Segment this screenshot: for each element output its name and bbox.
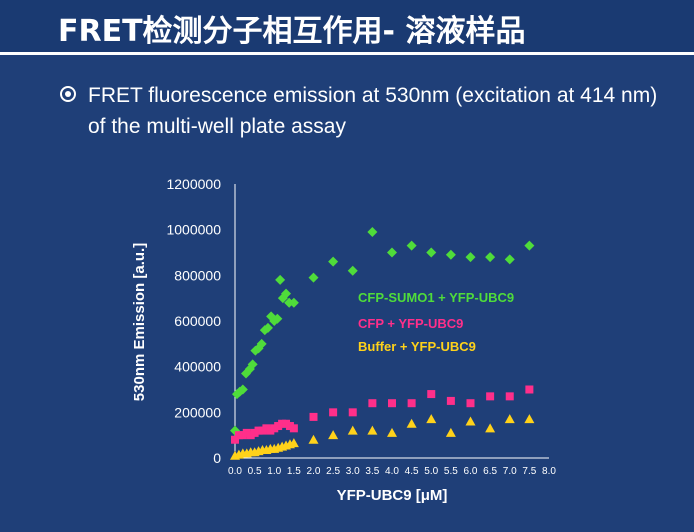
legend: CFP-SUMO1 + YFP-UBC9 CFP + YFP-UBC9 Buffer…	[358, 290, 514, 354]
y-tick-label: 0	[213, 450, 221, 466]
data-point	[426, 414, 437, 424]
data-point	[446, 396, 455, 405]
legend-entry: CFP + YFP-UBC9	[358, 316, 463, 331]
data-point	[524, 240, 535, 251]
legend-entry: CFP-SUMO1 + YFP-UBC9	[358, 290, 514, 305]
y-tick-labels: 0 200000 400000 600000 800000 1000000 1200000	[166, 176, 221, 466]
data-point	[445, 249, 456, 260]
data-point	[281, 288, 292, 299]
y-tick-label: 800000	[174, 267, 221, 283]
data-point	[388, 399, 396, 408]
data-point	[309, 412, 318, 421]
data-point	[505, 392, 514, 401]
data-point	[406, 240, 417, 251]
x-tick-label: 1.0	[267, 466, 281, 477]
data-point	[328, 256, 339, 267]
data-point	[485, 423, 496, 433]
y-tick-label: 1200000	[166, 176, 221, 192]
x-axis-label: YFP-UBC9 [μM]	[337, 487, 448, 504]
data-point	[524, 414, 535, 424]
data-point	[525, 385, 534, 394]
data-point	[237, 384, 248, 395]
data-point	[288, 297, 299, 308]
data-point	[485, 252, 496, 263]
data-point	[347, 425, 358, 435]
x-tick-label: 2.5	[326, 466, 340, 477]
data-point	[466, 399, 475, 408]
x-tick-label: 4.5	[405, 466, 419, 477]
data-point	[347, 265, 358, 276]
data-point	[275, 274, 286, 285]
x-tick-label: 6.0	[464, 466, 478, 477]
x-tick-label: 8.0	[542, 466, 556, 477]
data-point	[465, 416, 476, 426]
x-tick-label: 1.5	[287, 466, 301, 477]
x-tick-label: 3.5	[365, 466, 379, 477]
data-point	[348, 408, 357, 417]
data-point	[272, 313, 283, 324]
data-point	[308, 434, 319, 444]
data-point	[288, 438, 299, 448]
legend-entry: Buffer + YFP-UBC9	[358, 339, 476, 354]
title-bar: FRET检测分子相互作用- 溶液样品	[0, 0, 694, 55]
data-point	[329, 408, 338, 417]
data-point	[256, 338, 267, 349]
data-point	[328, 430, 339, 440]
y-tick-label: 1000000	[166, 222, 221, 238]
data-points	[230, 226, 535, 460]
x-tick-label: 5.0	[424, 466, 438, 477]
bullet-icon	[60, 86, 76, 102]
data-point	[247, 359, 258, 370]
data-point	[387, 247, 397, 258]
x-tick-label: 5.5	[444, 466, 458, 477]
y-tick-label: 400000	[174, 359, 221, 375]
data-point	[367, 226, 378, 237]
x-tick-label: 3.0	[346, 466, 360, 477]
slide-title: FRET检测分子相互作用- 溶液样品	[58, 14, 526, 49]
data-point	[308, 272, 319, 283]
x-tick-label: 7.0	[503, 466, 517, 477]
data-point	[504, 254, 515, 265]
x-tick-labels: 0.0 0.5 1.0 1.5 2.0 2.5 3.0 3.5 4.0 4.5 5.0 5.5 6.0 6…	[228, 466, 556, 477]
y-axis-label: 530nm Emission [a.u.]	[131, 243, 148, 401]
bullet-row: FRET fluorescence emission at 530nm (exc…	[60, 80, 680, 142]
x-tick-label: 7.5	[522, 466, 536, 477]
x-tick-label: 0.5	[248, 466, 262, 477]
data-point	[486, 392, 495, 401]
data-point	[262, 322, 273, 333]
data-point	[289, 424, 298, 433]
data-point	[426, 247, 437, 258]
data-point	[368, 399, 377, 408]
data-point	[407, 399, 416, 408]
data-point	[465, 252, 476, 263]
data-point	[387, 427, 397, 437]
data-point	[231, 435, 239, 444]
x-tick-label: 2.0	[307, 466, 321, 477]
bullet-text: FRET fluorescence emission at 530nm (exc…	[88, 84, 658, 138]
data-point	[406, 418, 417, 428]
data-point	[445, 427, 456, 437]
x-tick-label: 4.0	[385, 466, 399, 477]
data-point	[427, 390, 436, 399]
y-tick-label: 200000	[174, 404, 221, 420]
x-tick-label: 0.0	[228, 466, 242, 477]
data-point	[367, 425, 378, 435]
x-tick-label: 6.5	[483, 466, 497, 477]
y-tick-label: 600000	[174, 313, 221, 329]
data-point	[504, 414, 515, 424]
